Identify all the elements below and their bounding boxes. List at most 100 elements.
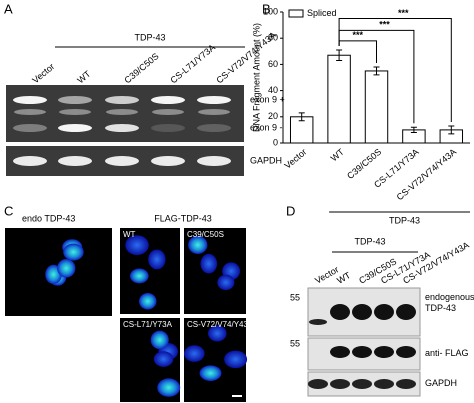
- bracket: [338, 40, 377, 64]
- band: [58, 156, 92, 166]
- nucleus: [150, 330, 169, 350]
- significance: ***: [398, 8, 409, 18]
- band: [352, 379, 372, 389]
- y-tick-label: 20: [268, 111, 278, 121]
- nucleus: [157, 378, 181, 397]
- lane-label: CS-L71/Y73A: [168, 42, 217, 85]
- nucleus: [188, 235, 208, 254]
- x-tick-label: Vector: [283, 147, 309, 171]
- lane-label: Vector: [30, 61, 56, 85]
- band-label: anti- FLAG: [425, 348, 469, 358]
- band: [13, 124, 47, 132]
- band: [151, 96, 185, 104]
- panel-label: D: [286, 203, 295, 218]
- bar: [364, 70, 389, 144]
- band-label: GAPDH: [425, 378, 458, 388]
- nucleus: [217, 274, 235, 291]
- band: [14, 109, 46, 115]
- lane-label: C39/C50S: [122, 51, 160, 85]
- bracket: [338, 29, 415, 124]
- band: [396, 346, 416, 358]
- nucleus: [63, 243, 84, 261]
- image-title: FLAG-TDP-43: [154, 213, 212, 223]
- panel-label: C: [4, 203, 13, 218]
- band: [197, 156, 231, 166]
- band: [13, 156, 47, 166]
- y-tick-label: 100: [263, 6, 278, 16]
- band: [374, 304, 394, 320]
- nucleus: [148, 249, 166, 270]
- group-label: TDP-43: [354, 236, 385, 246]
- image-label: C39/C50S: [187, 230, 224, 239]
- band: [197, 124, 231, 132]
- nucleus: [200, 253, 218, 274]
- nucleus: [57, 258, 76, 278]
- band: [58, 124, 92, 132]
- y-tick-label: 40: [268, 85, 278, 95]
- band-label: exon 9 +: [250, 94, 285, 104]
- band: [309, 319, 327, 325]
- band: [374, 379, 394, 389]
- error-bar: [373, 66, 380, 76]
- y-tick-label: 80: [268, 33, 278, 43]
- marker: 55: [290, 338, 300, 348]
- band: [197, 96, 231, 104]
- band: [396, 304, 416, 320]
- error-bar: [336, 49, 343, 61]
- nucleus: [129, 268, 149, 284]
- band: [151, 124, 185, 132]
- image-title: endo TDP-43: [22, 213, 75, 223]
- error-bar: [410, 126, 417, 134]
- panel-label: B: [262, 1, 271, 16]
- error-bar: [298, 112, 305, 122]
- band: [152, 109, 184, 115]
- band: [330, 346, 350, 358]
- nucleus: [125, 235, 149, 256]
- y-axis-label: DNA Fragment Amount (%): [251, 23, 261, 132]
- band: [198, 109, 230, 115]
- legend-label: Spliced: [307, 8, 337, 18]
- band: [308, 379, 328, 389]
- band: [330, 304, 350, 320]
- lane-label: WT: [75, 68, 93, 85]
- lane-label: Vector: [313, 264, 340, 285]
- legend-swatch: [288, 9, 304, 18]
- nucleus: [153, 351, 174, 367]
- panel-label: A: [4, 1, 13, 16]
- band: [330, 379, 350, 389]
- group-label: TDP-43: [134, 32, 165, 42]
- band: [106, 109, 138, 115]
- marker: 55: [290, 292, 300, 302]
- nucleus: [139, 292, 157, 310]
- band: [352, 346, 372, 358]
- band: [58, 96, 92, 104]
- band: [352, 304, 372, 320]
- image-label: WT: [123, 230, 136, 239]
- band: [105, 124, 139, 132]
- x-tick-label: C39/C50S: [345, 147, 383, 181]
- band-label: GAPDH: [250, 155, 282, 165]
- nucleus: [199, 365, 222, 381]
- error-bar: [448, 125, 455, 135]
- x-tick-label: WT: [329, 146, 347, 163]
- band: [151, 156, 185, 166]
- band-label: endogenous TDP-43: [425, 292, 474, 313]
- group-label: TDP-43: [389, 215, 420, 225]
- band-label: exon 9 -: [250, 122, 283, 132]
- image-label: CS-V72/V74/Y43A: [187, 320, 254, 329]
- band: [396, 379, 416, 389]
- nucleus: [183, 345, 205, 362]
- y-tick-label: 0: [273, 137, 278, 147]
- image-label: CS-L71/Y73A: [123, 320, 173, 329]
- band: [374, 346, 394, 358]
- nucleus: [207, 325, 227, 342]
- bar: [327, 54, 351, 144]
- y-tick-label: 60: [268, 59, 278, 69]
- band: [105, 156, 139, 166]
- significance: ***: [379, 20, 390, 30]
- band: [105, 96, 139, 104]
- nucleus: [224, 350, 248, 369]
- band: [13, 96, 47, 104]
